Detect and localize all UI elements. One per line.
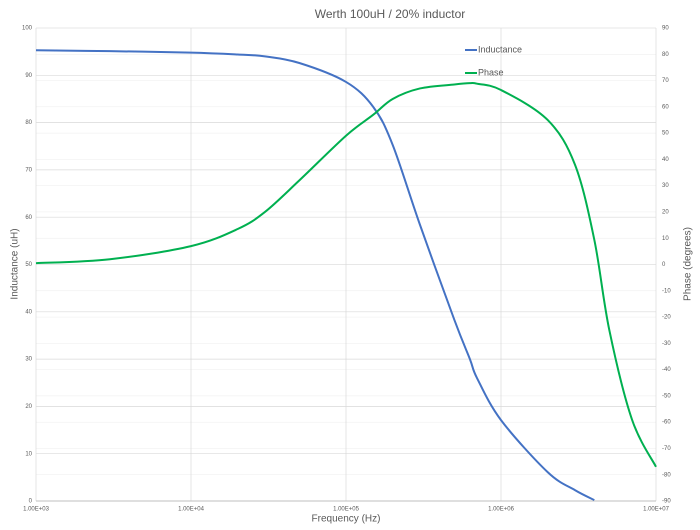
y-tick-label: 90 [25, 73, 32, 79]
y2-tick-label: -80 [662, 472, 671, 478]
y2-tick-label: -50 [662, 393, 671, 399]
series-line [35, 81, 657, 468]
y2-tick-label: -60 [662, 420, 671, 426]
x-tick-label: 1.00E+07 [643, 507, 670, 513]
y2-tick-label: -30 [662, 341, 671, 347]
y2-tick-label: 30 [662, 183, 669, 189]
y2-tick-label: 90 [662, 26, 669, 32]
y-tick-label: 0 [29, 499, 33, 505]
y2-tick-label: 70 [662, 78, 669, 84]
y2-tick-label: 20 [662, 210, 669, 216]
y2-tick-label: 10 [662, 236, 669, 242]
y-tick-label: 30 [25, 357, 32, 363]
chart-title: Werth 100uH / 20% inductor [315, 7, 466, 21]
y2-tick-label: 50 [662, 131, 669, 137]
x-tick-label: 1.00E+03 [23, 507, 50, 513]
y2-tick-label: -40 [662, 367, 671, 373]
y2-axis-label: Phase (degrees) [683, 227, 694, 301]
y-tick-label: 40 [25, 309, 32, 315]
y-tick-label: 60 [25, 215, 32, 221]
y-tick-label: 70 [25, 167, 32, 173]
y2-tick-label: 0 [662, 262, 666, 268]
legend-label: Phase [478, 67, 504, 77]
y-tick-label: 100 [22, 26, 33, 32]
y-tick-label: 80 [25, 120, 32, 126]
y2-tick-label: -90 [662, 499, 671, 505]
x-tick-label: 1.00E+04 [178, 507, 205, 513]
legend-label: Inductance [478, 44, 522, 54]
series-line [35, 49, 595, 501]
y-tick-label: 50 [25, 262, 32, 268]
y2-tick-label: -10 [662, 288, 671, 294]
y-tick-label: 20 [25, 404, 32, 410]
y-axis-label: Inductance (uH) [10, 228, 21, 299]
x-tick-label: 1.00E+05 [333, 507, 360, 513]
x-tick-label: 1.00E+06 [488, 507, 515, 513]
y2-tick-label: -20 [662, 315, 671, 321]
y2-tick-label: 40 [662, 157, 669, 163]
y2-tick-label: -70 [662, 446, 671, 452]
y2-tick-label: 60 [662, 104, 669, 110]
y-tick-label: 10 [25, 451, 32, 457]
x-axis-label: Frequency (Hz) [312, 514, 381, 525]
y2-tick-label: 80 [662, 52, 669, 58]
